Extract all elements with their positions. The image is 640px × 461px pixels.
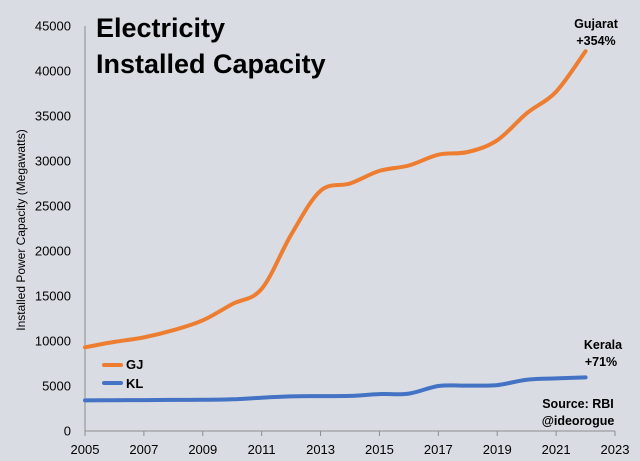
series-layer — [83, 49, 588, 403]
y-tick-label: 25000 — [35, 199, 71, 214]
legend-label-kl: KL — [126, 376, 143, 391]
x-tick-label: 2015 — [365, 442, 394, 457]
annotation-kerala-name: Kerala — [584, 338, 623, 352]
y-tick-label: 15000 — [35, 289, 71, 304]
y-tick-label: 35000 — [35, 109, 71, 124]
legend-label-gj: GJ — [126, 357, 143, 372]
x-tick-label: 2009 — [188, 442, 217, 457]
y-tick-label: 5000 — [42, 379, 71, 394]
x-tick-label: 2021 — [542, 442, 571, 457]
chart-title-line-1: Electricity — [96, 13, 225, 43]
legend: GJ KL — [102, 357, 143, 391]
x-tick-label: 2017 — [424, 442, 453, 457]
x-tick-label: 2013 — [306, 442, 335, 457]
annotation-gujarat-change: +354% — [576, 34, 615, 48]
author-handle: @ideorogue — [542, 414, 615, 428]
y-axis-label: Installed Power Capacity (Megawatts) — [14, 129, 28, 330]
y-tick-label: 10000 — [35, 334, 71, 349]
source-label: Source: RBI — [542, 397, 614, 411]
x-tick-label: 2011 — [248, 442, 276, 457]
x-tick-label: 2023 — [601, 442, 630, 457]
annotation-gujarat-name: Gujarat — [574, 17, 619, 31]
x-tick-label: 2005 — [71, 442, 100, 457]
chart-title-line-2: Installed Capacity — [96, 49, 326, 79]
series-line-kl — [83, 375, 588, 403]
y-tick-label: 20000 — [35, 244, 71, 259]
x-tick-label: 2019 — [483, 442, 512, 457]
y-tick-label: 40000 — [35, 64, 71, 79]
y-tick-label: 45000 — [35, 19, 71, 34]
axes: 0 5000 10000 15000 20000 25000 30000 35000 40000… — [35, 19, 630, 458]
annotation-kerala-change: +71% — [585, 355, 617, 369]
y-tick-label: 30000 — [35, 154, 71, 169]
series-line-gj — [83, 49, 588, 350]
x-tick-label: 2007 — [129, 442, 158, 457]
y-tick-label: 0 — [64, 424, 71, 439]
